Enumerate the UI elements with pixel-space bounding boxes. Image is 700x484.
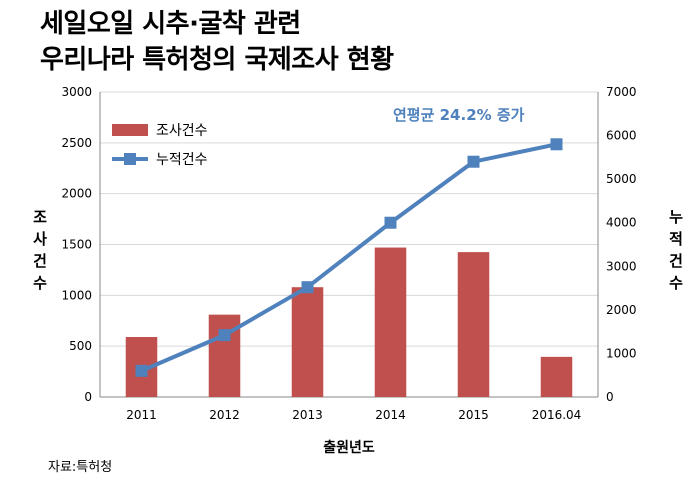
y-axis-title-right-char: 수: [669, 274, 683, 292]
y-tick-label-right: 7000: [606, 85, 637, 99]
line-point: [218, 329, 231, 342]
title-line-2: 우리나라 특허청의 국제조사 현황: [40, 45, 394, 75]
y-tick-label-right: 5000: [606, 172, 637, 186]
x-tick-label: 2015: [458, 408, 489, 422]
y-axis-title-left-char: 조: [33, 208, 47, 226]
series-line: [140, 142, 557, 373]
y-tick-label-right: 4000: [606, 216, 637, 230]
y-tick-label-left: 1000: [61, 288, 92, 302]
legend-swatch-marker: [124, 153, 136, 165]
y-axis-title-right-char: 건: [669, 252, 683, 270]
y-tick-label-left: 2000: [61, 187, 92, 201]
title-line-1: 세일오일 시추·굴착 관련: [40, 9, 301, 39]
y-tick-label-left: 500: [69, 339, 92, 353]
y-tick-label-right: 3000: [606, 259, 637, 273]
y-tick-label-right: 2000: [606, 303, 637, 317]
y-tick-label-left: 3000: [61, 85, 92, 99]
x-tick-label: 2011: [126, 408, 157, 422]
y-tick-label-left: 2500: [61, 136, 92, 150]
y-tick-label-right: 1000: [606, 346, 637, 360]
legend-swatch-bar: [112, 124, 148, 136]
y-tick-label-right: 6000: [606, 129, 637, 143]
line-point: [467, 155, 480, 168]
y-axis-title-right-char: 누: [669, 208, 683, 226]
bar: [457, 252, 490, 397]
bar: [291, 287, 324, 397]
line-point: [384, 216, 397, 229]
source-note: 자료:특허청: [48, 460, 113, 475]
y-axis-title-left-char: 수: [33, 274, 47, 292]
y-axis-title-left-char: 건: [33, 252, 47, 270]
y-axis-title-left-char: 사: [33, 230, 47, 248]
y-tick-label-left: 0: [84, 390, 92, 404]
line-point: [550, 138, 563, 151]
x-axis-title: 출원년도: [323, 439, 375, 456]
y-tick-label-left: 1500: [61, 238, 92, 252]
chart-title: 세일오일 시추·굴착 관련 우리나라 특허청의 국제조사 현황: [40, 6, 394, 78]
line-point: [135, 364, 148, 377]
bar: [540, 356, 573, 397]
x-tick-label: 2016.04: [532, 408, 582, 422]
x-tick-label: 2014: [375, 408, 406, 422]
x-tick-label: 2013: [292, 408, 323, 422]
x-tick-label: 2012: [209, 408, 240, 422]
y-tick-label-right: 0: [606, 390, 614, 404]
growth-annotation: 연평균 24.2% 증가: [393, 106, 525, 124]
bar: [374, 247, 407, 397]
y-axis-title-right-char: 적: [669, 230, 683, 248]
line-point: [301, 281, 314, 294]
legend-label-bar: 조사건수: [156, 123, 208, 139]
legend-label-line: 누적건수: [156, 152, 208, 168]
